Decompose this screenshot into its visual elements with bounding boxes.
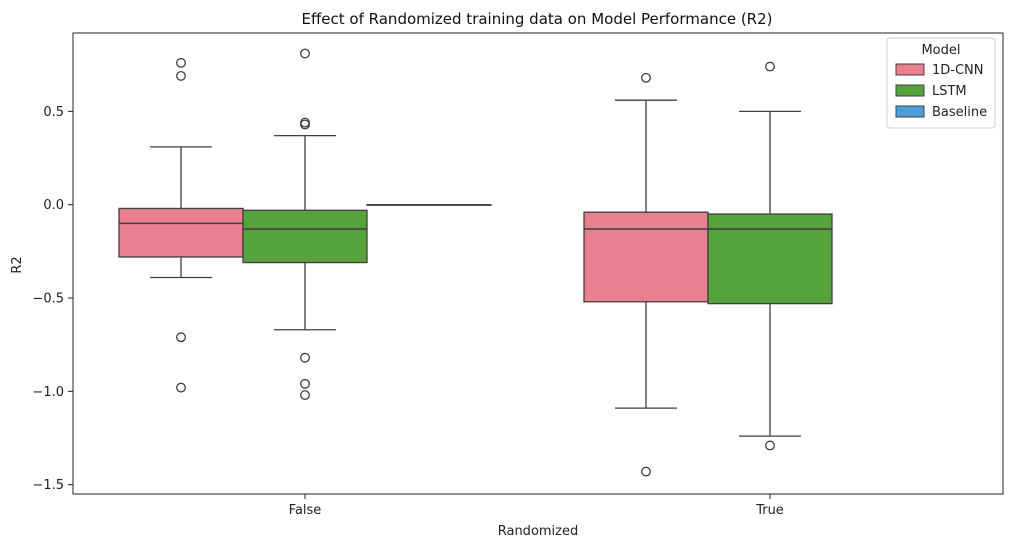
x-axis-label: Randomized (498, 524, 579, 539)
box (707, 213, 833, 305)
chart-title: Effect of Randomized training data on Mo… (301, 10, 772, 28)
legend-swatch (895, 84, 925, 97)
y-tick-label: −1.5 (32, 478, 64, 493)
legend-label: 1D-CNN (932, 63, 984, 78)
outlier-point (641, 72, 651, 83)
outlier-point (300, 378, 310, 389)
plot-area (118, 48, 833, 477)
outlier-point (300, 119, 310, 130)
y-tick-label: 0.5 (43, 105, 64, 120)
x-tick-label: True (755, 503, 784, 518)
legend-swatch (895, 63, 925, 76)
outlier-point (176, 70, 186, 81)
outlier-point (176, 57, 186, 68)
box-group (707, 61, 833, 451)
box (242, 209, 368, 264)
legend-swatch (895, 105, 925, 118)
legend-label: LSTM (932, 84, 967, 99)
outlier-point (300, 352, 310, 363)
outlier-point (176, 332, 186, 343)
legend: Model 1D-CNN LSTM Baseline (886, 37, 996, 129)
y-tick-label: −1.0 (32, 385, 64, 400)
y-axis-label: R2 (10, 256, 25, 273)
x-axis: False True (289, 494, 784, 518)
box (583, 211, 709, 303)
outlier-point (300, 390, 310, 401)
legend-title: Model (921, 43, 960, 58)
box (118, 207, 244, 258)
box-group (242, 48, 368, 401)
box-group (118, 57, 244, 393)
outlier-point (176, 382, 186, 393)
legend-label: Baseline (932, 105, 987, 120)
plot-frame (72, 32, 1004, 495)
outlier-point (765, 61, 775, 72)
outlier-point (641, 466, 651, 477)
x-tick-label: False (289, 503, 322, 518)
y-axis: 0.5 0.0 −0.5 −1.0 −1.5 (32, 105, 73, 493)
box-group (583, 72, 709, 477)
y-tick-label: 0.0 (43, 198, 64, 213)
y-tick-label: −0.5 (32, 292, 64, 307)
box-group (366, 203, 492, 206)
outlier-point (765, 440, 775, 451)
outlier-point (300, 48, 310, 59)
